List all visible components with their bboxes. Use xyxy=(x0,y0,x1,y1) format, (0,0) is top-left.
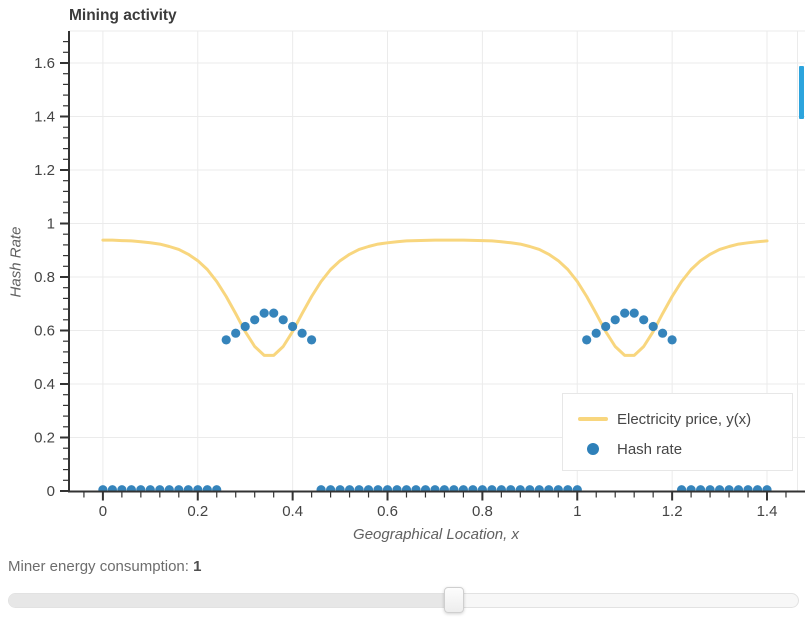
legend-item-label: Electricity price, y(x) xyxy=(617,410,752,428)
y-axis-label: Hash Rate xyxy=(7,226,25,298)
svg-text:0.2: 0.2 xyxy=(34,430,55,447)
svg-text:0.8: 0.8 xyxy=(34,269,55,286)
slider-value: 1 xyxy=(193,558,202,575)
svg-text:1.4: 1.4 xyxy=(757,503,778,520)
legend-item-hash-rate: Hash rate xyxy=(577,434,792,464)
svg-text:1.2: 1.2 xyxy=(34,162,55,179)
svg-text:1: 1 xyxy=(47,216,55,233)
axes xyxy=(60,31,805,501)
svg-text:0.6: 0.6 xyxy=(34,323,55,340)
legend: Electricity price, y(x) Hash rate xyxy=(562,393,793,471)
x-axis-label: Geographical Location, x xyxy=(353,526,519,543)
legend-item-label: Hash rate xyxy=(617,440,683,458)
slider-label-text: Miner energy consumption: xyxy=(8,558,189,575)
page-title: Mining activity xyxy=(69,7,177,24)
circle-swatch-icon xyxy=(587,443,599,455)
slider-track[interactable] xyxy=(8,587,799,613)
slider-handle[interactable] xyxy=(444,587,464,613)
svg-text:0.2: 0.2 xyxy=(187,503,208,520)
slider-label: Miner energy consumption: 1 xyxy=(8,558,201,575)
legend-item-electricity-price: Electricity price, y(x) xyxy=(577,404,792,434)
svg-text:0: 0 xyxy=(99,503,107,520)
tick-labels: 0 0.2 0.4 0.6 0.8 1 1.2 1.4 0 0.2 0.4 0.6 0.8 1 1.2 1.4… xyxy=(34,55,777,520)
svg-text:1: 1 xyxy=(573,503,581,520)
svg-text:0.4: 0.4 xyxy=(34,376,55,393)
slider-fill xyxy=(9,594,456,607)
electricity-price-line xyxy=(101,238,769,357)
svg-text:0: 0 xyxy=(47,483,55,500)
scrollbar-thumb[interactable] xyxy=(799,66,804,119)
line-swatch-icon xyxy=(578,417,608,421)
svg-text:1.4: 1.4 xyxy=(34,109,55,126)
svg-text:1.6: 1.6 xyxy=(34,55,55,72)
svg-text:0.8: 0.8 xyxy=(472,503,493,520)
plot-canvas[interactable]: 0 0.2 0.4 0.6 0.8 1 1.2 1.4 0 0.2 0.4 0.6 0.8 1 1.2 1.4… xyxy=(0,0,805,557)
svg-text:1.2: 1.2 xyxy=(662,503,683,520)
svg-text:0.4: 0.4 xyxy=(282,503,303,520)
svg-text:0.6: 0.6 xyxy=(377,503,398,520)
